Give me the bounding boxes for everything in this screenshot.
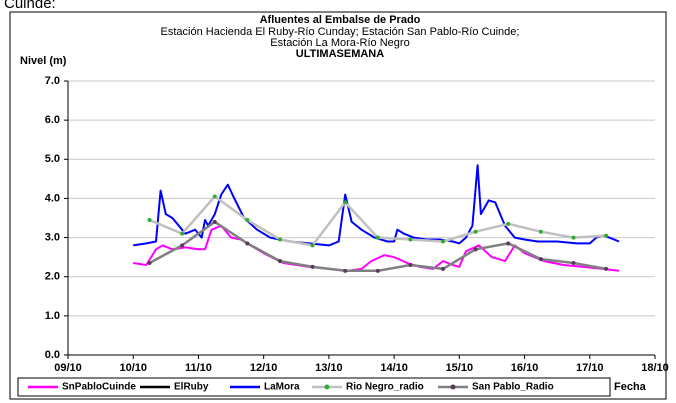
- y-tick-label: 4.0: [45, 192, 60, 204]
- series-line: [133, 224, 620, 272]
- data-point: [473, 229, 478, 234]
- data-point: [147, 217, 152, 222]
- y-tick-label: 5.0: [45, 153, 60, 165]
- chart-subtitle: Estación Hacienda El Ruby-Río Cunday; Es…: [161, 26, 520, 38]
- chart-subtitle: Estación La Mora-Río Negro: [270, 37, 409, 49]
- data-point: [604, 233, 609, 238]
- data-point: [571, 235, 576, 240]
- y-tick-label: 0.0: [45, 349, 60, 361]
- y-tick-label: 3.0: [45, 231, 60, 243]
- legend-label: LaMora: [264, 382, 300, 393]
- data-point: [441, 239, 446, 244]
- data-point: [441, 266, 446, 271]
- x-tick-label: 16/10: [511, 362, 539, 374]
- chart-frame: [9, 11, 667, 400]
- data-point: [571, 261, 576, 266]
- data-point: [180, 231, 185, 236]
- legend-label: Rio Negro_radio: [346, 382, 424, 393]
- data-point: [506, 221, 511, 226]
- data-point: [538, 229, 543, 234]
- x-tick-label: 10/10: [119, 362, 147, 374]
- data-point: [180, 243, 185, 248]
- y-tick-label: 1.0: [45, 310, 60, 322]
- legend-label: ElRuby: [174, 382, 209, 393]
- x-axis-label: Fecha: [614, 381, 647, 393]
- data-point: [375, 235, 380, 240]
- y-axis-label: Nivel (m): [20, 55, 67, 67]
- data-point: [245, 241, 250, 246]
- data-point: [310, 243, 315, 248]
- x-tick-label: 11/10: [185, 362, 212, 374]
- data-point: [277, 259, 282, 264]
- data-point: [343, 200, 348, 205]
- y-tick-label: 2.0: [45, 271, 60, 283]
- data-point: [538, 257, 543, 262]
- legend-label: San Pablo_Radio: [472, 382, 554, 393]
- y-tick-label: 7.0: [45, 75, 60, 87]
- data-point: [212, 219, 217, 224]
- x-tick-label: 18/10: [641, 362, 669, 374]
- data-point: [408, 262, 413, 267]
- x-tick-label: 12/10: [250, 362, 278, 374]
- data-point: [604, 266, 609, 271]
- data-point: [310, 264, 315, 269]
- legend-label: SnPabloCuinde: [62, 382, 136, 393]
- x-tick-label: 14/10: [380, 362, 408, 374]
- legend-marker: [450, 384, 456, 390]
- data-point: [506, 241, 511, 246]
- data-point: [473, 247, 478, 252]
- data-point: [408, 237, 413, 242]
- chart-period: ULTIMASEMANA: [296, 48, 384, 60]
- data-point: [277, 237, 282, 242]
- x-tick-label: 09/10: [54, 362, 82, 374]
- y-tick-label: 6.0: [45, 114, 60, 126]
- data-point: [212, 194, 217, 199]
- data-point: [245, 217, 250, 222]
- data-point: [147, 261, 152, 266]
- chart-title: Afluentes al Embalse de Prado: [260, 14, 421, 26]
- data-point: [343, 268, 348, 273]
- x-tick-label: 13/10: [315, 362, 343, 374]
- data-point: [375, 268, 380, 273]
- x-tick-label: 15/10: [446, 362, 474, 374]
- caption: Cuinde:: [4, 0, 56, 12]
- legend-marker: [324, 384, 330, 390]
- x-tick-label: 17/10: [576, 362, 604, 374]
